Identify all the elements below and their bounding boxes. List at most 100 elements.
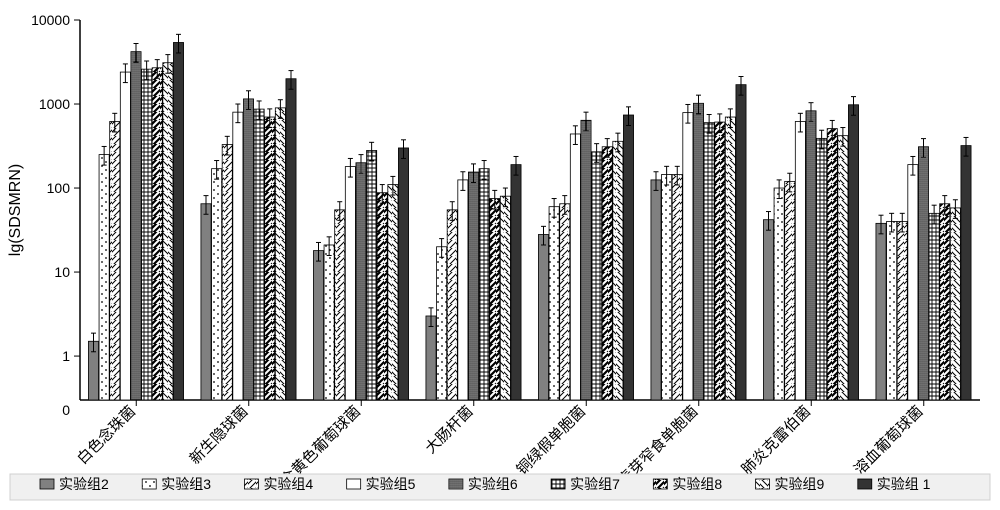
bar [335,210,345,400]
legend-swatch [244,479,258,489]
legend-label: 实验组7 [570,476,620,492]
bar [345,167,355,400]
category-label: 溶血葡萄球菌 [851,403,927,479]
legend-label: 实验组6 [468,476,518,492]
bar [313,251,323,400]
legend-swatch [142,479,156,489]
bar [538,234,548,400]
svg-text:100: 100 [47,180,71,196]
bar [908,165,918,400]
bar [827,129,837,400]
bar [929,213,939,400]
svg-text:0: 0 [62,402,70,418]
bar [961,146,971,400]
legend-swatch [756,479,770,489]
category-label: 白色念珠菌 [73,402,139,468]
bar [131,52,141,400]
bar [592,152,602,400]
legend-label: 实验组4 [263,476,313,492]
category-label: 铜绿假单胞菌 [513,403,589,479]
bar [704,123,714,400]
bar [511,165,521,400]
bar [683,113,693,400]
bar [795,121,805,400]
bar [367,150,377,400]
bar [715,122,725,400]
bar [940,204,950,400]
bar [500,196,510,400]
category-label: 新生隐球菌 [187,403,252,468]
bar [212,169,222,400]
bar [838,136,848,400]
svg-text:1: 1 [62,348,70,364]
bar [163,63,173,400]
bar [142,69,152,400]
bar [806,111,816,400]
bar [377,193,387,400]
bar [286,79,296,400]
legend-label: 实验组5 [366,476,416,492]
bar [817,138,827,400]
bar [173,42,183,400]
bar [120,72,130,400]
bar [581,120,591,400]
legend-swatch [347,479,361,489]
bar [468,172,478,400]
bar [897,221,907,400]
legend-label: 实验组 1 [877,476,931,492]
legend-label: 实验组3 [161,476,211,492]
bar [887,221,897,400]
bar [398,148,408,400]
bar [254,109,264,400]
svg-text:10: 10 [54,264,70,280]
legend-swatch [653,479,667,489]
legend-label: 实验组8 [672,476,722,492]
bar [672,174,682,400]
bar [662,174,672,400]
bar [693,103,703,400]
bar [388,185,398,400]
bar [99,155,109,400]
bar [785,181,795,400]
bar [602,147,612,400]
legend-swatch [858,479,872,489]
bar [950,208,960,400]
bar [152,68,162,400]
bar [479,169,489,400]
bar [490,199,500,400]
bar [356,163,366,400]
bar [243,99,253,400]
bar [570,134,580,400]
bar [876,223,886,400]
bar [447,210,457,400]
category-label: 大肠杆菌 [422,403,476,457]
legend-swatch [551,479,565,489]
bar [725,117,735,400]
bar [848,105,858,400]
bar [426,316,436,400]
bar [233,112,243,400]
legend-swatch [40,479,54,489]
bar [623,115,633,400]
bar [560,204,570,400]
bar [549,207,559,400]
legend-label: 实验组2 [59,476,109,492]
bar [736,85,746,400]
bar [222,144,232,400]
bar [275,108,285,400]
bar [918,147,928,400]
grouped-bar-chart: 1101001000100000lg(SDSMRN)白色念珠菌新生隐球菌金黄色葡… [0,0,1000,510]
bar [763,220,773,400]
bar [774,188,784,400]
bar [613,141,623,400]
bar [265,117,275,400]
category-label: 肺炎克雷伯菌 [738,403,814,479]
bar [437,247,447,400]
svg-text:lg(SDSMRN): lg(SDSMRN) [7,164,24,256]
bar [458,180,468,400]
bar [110,121,120,400]
svg-text:1000: 1000 [39,96,70,112]
legend-label: 实验组9 [775,476,825,492]
chart-container: 1101001000100000lg(SDSMRN)白色念珠菌新生隐球菌金黄色葡… [0,0,1000,510]
bar [201,204,211,400]
